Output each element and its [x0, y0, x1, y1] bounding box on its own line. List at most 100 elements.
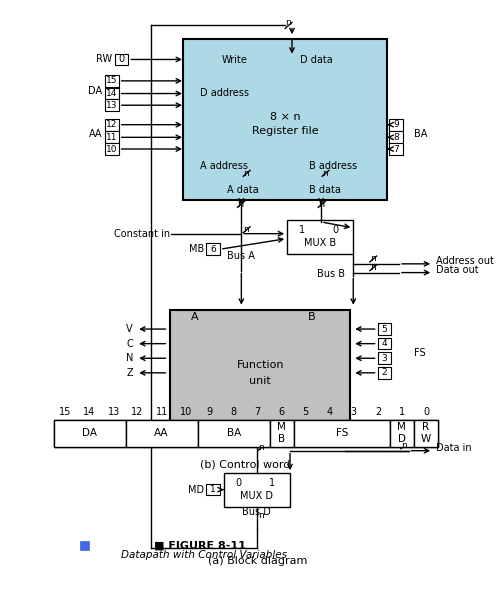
Bar — [170, 310, 350, 436]
Text: B: B — [307, 312, 315, 322]
Text: M
B: M B — [277, 422, 286, 444]
Text: AA: AA — [154, 428, 169, 438]
Text: 1: 1 — [399, 407, 405, 417]
Bar — [389, 143, 403, 155]
Bar — [390, 419, 414, 447]
Text: 13: 13 — [106, 101, 117, 110]
Text: Address out: Address out — [436, 256, 494, 266]
Text: 8 × n: 8 × n — [270, 112, 300, 122]
Text: unit: unit — [249, 376, 271, 386]
Text: AA: AA — [89, 130, 102, 140]
Text: 13: 13 — [107, 407, 120, 417]
Text: C: C — [126, 339, 133, 349]
Text: (b) Control word: (b) Control word — [200, 459, 290, 469]
Text: Register file: Register file — [252, 127, 319, 137]
Text: 3: 3 — [351, 407, 357, 417]
Text: Z: Z — [126, 368, 133, 378]
Text: 0: 0 — [118, 54, 124, 64]
Text: V: V — [126, 324, 133, 334]
Text: 10: 10 — [179, 407, 192, 417]
Text: MB: MB — [189, 244, 205, 254]
Bar — [198, 419, 270, 447]
Bar — [414, 419, 438, 447]
Text: 12: 12 — [132, 407, 144, 417]
Text: B address: B address — [309, 161, 358, 171]
Text: 7: 7 — [393, 144, 399, 154]
Text: n: n — [237, 200, 243, 210]
Text: MD: MD — [188, 485, 205, 495]
Bar — [377, 338, 391, 349]
Text: MUX D: MUX D — [240, 491, 274, 501]
Text: Constant in: Constant in — [114, 229, 170, 239]
Bar — [270, 419, 294, 447]
Text: A address: A address — [201, 161, 248, 171]
Text: BA: BA — [227, 428, 241, 438]
Bar — [105, 75, 119, 87]
Text: 9: 9 — [207, 407, 213, 417]
Text: 4: 4 — [327, 407, 333, 417]
Text: A data: A data — [227, 185, 259, 195]
Text: 15: 15 — [106, 77, 117, 85]
Text: 0: 0 — [423, 407, 429, 417]
Text: n: n — [322, 169, 328, 178]
Text: 11: 11 — [156, 407, 168, 417]
Bar — [105, 88, 119, 100]
Text: 14: 14 — [106, 89, 117, 98]
Bar — [53, 419, 438, 447]
Text: n: n — [258, 444, 264, 452]
Text: n: n — [370, 263, 375, 272]
Text: 2: 2 — [375, 407, 381, 417]
Text: A: A — [191, 312, 199, 322]
Text: 5: 5 — [303, 407, 309, 417]
Text: n: n — [318, 200, 324, 210]
Bar — [377, 352, 391, 364]
Text: 6: 6 — [210, 245, 216, 254]
Bar — [115, 54, 129, 65]
Text: FS: FS — [414, 348, 425, 358]
Text: MUX B: MUX B — [304, 239, 336, 249]
Bar — [206, 243, 220, 255]
Text: 5: 5 — [382, 325, 387, 333]
Text: 12: 12 — [106, 120, 117, 129]
Text: ■ FIGURE 8-11: ■ FIGURE 8-11 — [154, 541, 245, 551]
Bar — [125, 419, 198, 447]
Text: 3: 3 — [382, 354, 387, 363]
Bar — [105, 131, 119, 143]
Text: M
D: M D — [398, 422, 406, 444]
Bar — [294, 419, 390, 447]
Text: 15: 15 — [59, 407, 72, 417]
Text: 0: 0 — [333, 225, 339, 235]
Text: N: N — [126, 353, 133, 363]
Text: 8: 8 — [231, 407, 237, 417]
Text: FS: FS — [336, 428, 348, 438]
Text: n: n — [285, 18, 291, 27]
Bar — [224, 473, 290, 507]
Text: 14: 14 — [84, 407, 96, 417]
Text: 10: 10 — [106, 144, 117, 154]
Bar — [183, 39, 388, 200]
Text: n: n — [243, 225, 249, 234]
Text: RW: RW — [96, 54, 112, 64]
Text: DA: DA — [88, 85, 102, 95]
Text: 6: 6 — [279, 407, 285, 417]
Bar — [80, 541, 89, 550]
Text: Data in: Data in — [436, 443, 472, 453]
Bar — [377, 323, 391, 335]
Bar — [377, 367, 391, 379]
Text: 11: 11 — [106, 133, 117, 142]
Text: 0: 0 — [235, 478, 241, 488]
Bar — [105, 143, 119, 155]
Text: 1: 1 — [270, 478, 276, 488]
Text: B data: B data — [309, 185, 341, 195]
Text: n: n — [258, 511, 264, 521]
Text: (a) Block diagram: (a) Block diagram — [208, 555, 307, 565]
Text: Bus D: Bus D — [242, 507, 271, 517]
Text: 1: 1 — [210, 485, 216, 494]
Text: 9: 9 — [393, 120, 399, 129]
Bar — [389, 131, 403, 143]
Text: 7: 7 — [255, 407, 261, 417]
Bar — [389, 119, 403, 131]
Text: 1: 1 — [299, 225, 305, 235]
Text: 8: 8 — [393, 133, 399, 142]
Bar — [53, 419, 125, 447]
